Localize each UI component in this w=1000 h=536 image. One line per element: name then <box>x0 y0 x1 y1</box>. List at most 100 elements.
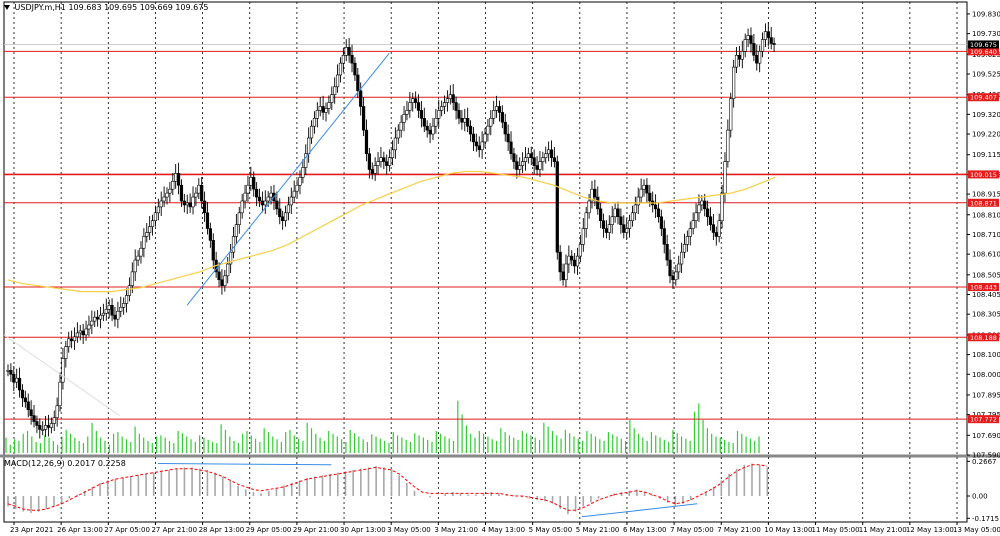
ohlc-values: 109.683 109.695 109.669 109.675 <box>68 3 209 12</box>
candle-body <box>717 220 721 237</box>
price-label: 109.220 <box>972 131 1000 139</box>
candle-body <box>448 94 452 99</box>
candle-body <box>327 102 331 109</box>
candle-body <box>145 232 149 237</box>
candle-body <box>98 314 103 320</box>
candle-body <box>483 133 487 143</box>
candle-body <box>110 305 114 316</box>
candle-body <box>396 129 400 139</box>
candle-body <box>197 184 201 194</box>
macd-axis-label: 0.2667 <box>972 458 997 466</box>
candle-body <box>289 196 293 206</box>
candle-body <box>547 149 551 155</box>
candle-body <box>494 106 499 111</box>
candle-body <box>220 279 224 286</box>
price-label: 109.525 <box>972 70 1000 78</box>
candle-body <box>278 208 282 218</box>
candle-body <box>645 184 649 194</box>
candle-body <box>344 47 348 56</box>
candle-body <box>526 153 530 158</box>
candle-body <box>538 161 542 170</box>
candle-body <box>567 255 571 265</box>
candle-body <box>191 196 195 208</box>
candle-body <box>46 425 51 428</box>
time-label: 11 May 21:00 <box>859 526 907 534</box>
candle-body <box>130 271 134 286</box>
candle-body <box>226 263 230 277</box>
candle-body <box>330 94 334 103</box>
time-label: 10 May 13:00 <box>764 526 812 534</box>
candle-body <box>286 204 291 214</box>
price-label: 107.590 <box>972 452 1000 460</box>
candle-body <box>168 188 172 194</box>
candle-body <box>382 157 386 162</box>
chevron-down-icon[interactable] <box>4 5 10 10</box>
level-tag <box>968 283 999 292</box>
candle-body <box>694 212 698 221</box>
candle-body <box>338 62 343 76</box>
candle-body <box>642 184 646 190</box>
candle-body <box>260 200 265 206</box>
candle-body <box>708 216 713 225</box>
candle-body <box>437 110 441 119</box>
candle-body <box>341 54 345 64</box>
candle-body <box>107 305 111 310</box>
candle-body <box>700 200 704 206</box>
candle-body <box>12 373 16 383</box>
time-label: 30 Apr 13:00 <box>340 526 386 534</box>
candle-body <box>353 62 357 76</box>
candle-body <box>703 200 707 210</box>
candle-body <box>104 308 108 314</box>
candle-body <box>564 263 568 281</box>
candle-body <box>746 35 750 40</box>
symbol-name: USDJPY.m,H1 <box>14 3 66 12</box>
candle-body <box>682 244 687 253</box>
candle-body <box>596 196 600 210</box>
candle-body <box>665 244 669 261</box>
candle-body <box>474 141 478 147</box>
candle-body <box>35 421 39 426</box>
level-tag-label: 108.871 <box>970 199 997 207</box>
candle-body <box>506 133 510 143</box>
candle-body <box>639 188 643 198</box>
candle-body <box>627 220 632 229</box>
candle-body <box>457 110 461 119</box>
candle-body <box>350 54 354 64</box>
macd-trend-line[interactable] <box>158 463 332 466</box>
candle-body <box>70 338 74 342</box>
candle-body <box>486 125 490 135</box>
time-label: 6 May 13:00 <box>623 526 667 534</box>
price-label: 108.505 <box>972 271 1000 279</box>
candle-body <box>237 212 241 225</box>
candle-body <box>78 330 82 334</box>
price-label: 108.000 <box>972 371 1000 379</box>
candle-body <box>679 251 684 265</box>
candle-body <box>512 153 516 162</box>
candle-body <box>20 389 25 399</box>
time-label: 27 Apr 21:00 <box>151 526 197 534</box>
candle-body <box>335 74 340 88</box>
candle-body <box>211 240 215 261</box>
candle-body <box>405 110 409 115</box>
candle-body <box>81 330 85 336</box>
candle-body <box>309 125 314 139</box>
time-label: 26 Apr 13:00 <box>57 526 103 534</box>
time-label: 7 May 21:00 <box>717 526 761 534</box>
candle-body <box>489 117 493 127</box>
candle-body <box>772 43 776 45</box>
candle-body <box>194 192 198 198</box>
candle-body <box>570 255 574 261</box>
trend-line[interactable] <box>186 53 390 306</box>
candle-body <box>162 196 166 202</box>
candle-body <box>301 167 305 178</box>
candle-body <box>243 192 247 202</box>
candle-body <box>671 275 675 281</box>
candle-body <box>185 202 189 206</box>
trend-line-faint[interactable] <box>3 334 120 417</box>
candle-body <box>729 98 733 131</box>
candle-body <box>648 192 652 202</box>
macd-trend-line[interactable] <box>581 503 698 518</box>
time-label: 27 Apr 05:00 <box>104 526 150 534</box>
